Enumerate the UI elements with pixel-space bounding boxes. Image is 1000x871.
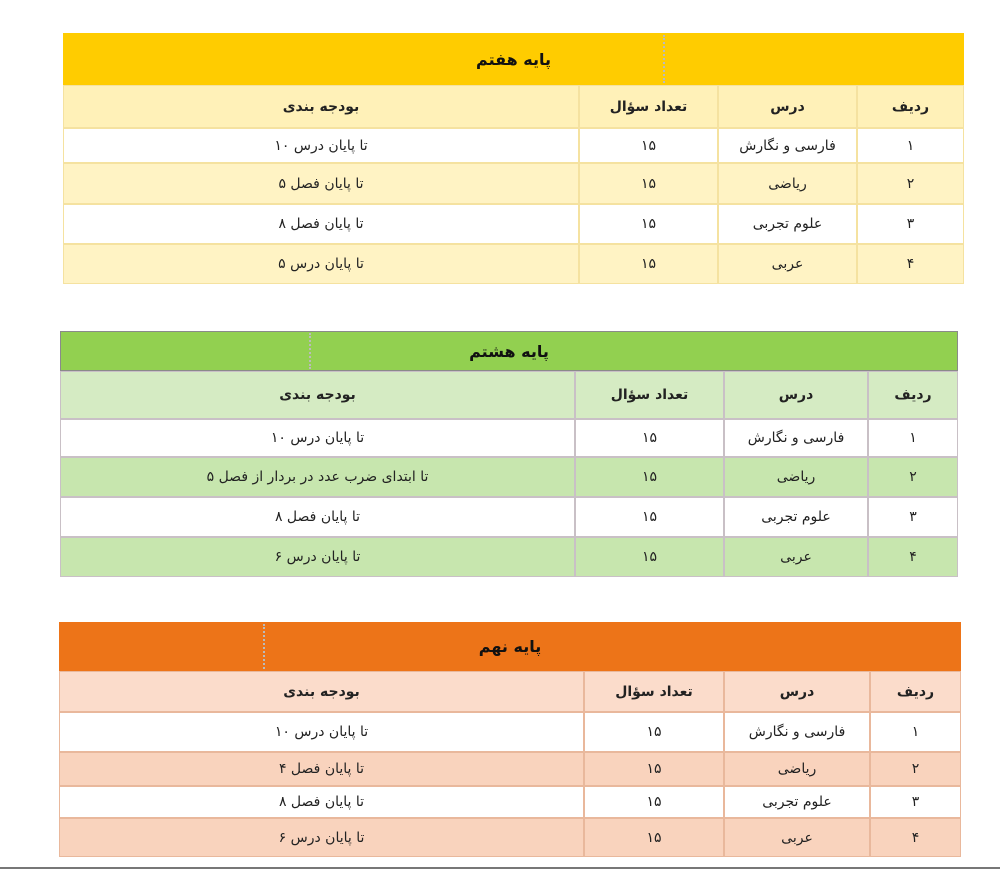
- divider: [263, 624, 265, 669]
- column-header: تعداد سؤال: [579, 85, 718, 128]
- table-title: پایه هشتم: [60, 331, 958, 371]
- table-cell: ۳: [868, 497, 958, 537]
- table-cell: ریاضی: [724, 457, 868, 497]
- table-cell: ۲: [868, 457, 958, 497]
- table-cell: علوم تجربی: [724, 786, 870, 818]
- table-cell: ۱۵: [579, 204, 718, 244]
- table-cell: ۲: [857, 163, 964, 204]
- column-header: درس: [724, 671, 870, 712]
- table-cell: تا پایان فصل ۸: [59, 786, 584, 818]
- table-cell: ۱۵: [579, 163, 718, 204]
- table-cell: تا پایان درس ۶: [60, 537, 575, 577]
- column-header: درس: [718, 85, 857, 128]
- table-cell: تا پایان فصل ۴: [59, 752, 584, 786]
- table-cell: ۱۵: [584, 712, 724, 752]
- table-cell: ۱: [868, 419, 958, 457]
- table-cell: ۱۵: [575, 419, 724, 457]
- table-cell: عربی: [724, 537, 868, 577]
- column-header: ردیف: [868, 371, 958, 419]
- divider: [663, 35, 665, 83]
- column-header: درس: [724, 371, 868, 419]
- table-title: پایه نهم: [59, 622, 961, 671]
- table-cell: ۳: [857, 204, 964, 244]
- divider: [309, 333, 311, 369]
- table-cell: تا پایان درس ۱۰: [59, 712, 584, 752]
- table-cell: فارسی و نگارش: [724, 712, 870, 752]
- page-edge: [0, 867, 1000, 869]
- table-cell: ۱: [870, 712, 961, 752]
- table-cell: تا پایان فصل ۵: [63, 163, 579, 204]
- table-cell: علوم تجربی: [724, 497, 868, 537]
- column-header: تعداد سؤال: [584, 671, 724, 712]
- table-cell: ۱۵: [584, 752, 724, 786]
- column-header: بودجه بندی: [60, 371, 575, 419]
- table-cell: ۴: [870, 818, 961, 857]
- column-header: بودجه بندی: [63, 85, 579, 128]
- table-cell: ریاضی: [724, 752, 870, 786]
- table-cell: تا پایان درس ۱۰: [63, 128, 579, 163]
- column-header: تعداد سؤال: [575, 371, 724, 419]
- table-cell: ۱۵: [575, 497, 724, 537]
- table-cell: ۱: [857, 128, 964, 163]
- table-cell: فارسی و نگارش: [718, 128, 857, 163]
- table-cell: علوم تجربی: [718, 204, 857, 244]
- column-header: ردیف: [870, 671, 961, 712]
- table-cell: ۳: [870, 786, 961, 818]
- table-cell: تا ابتدای ضرب عدد در بردار از فصل ۵: [60, 457, 575, 497]
- table-cell: ۱۵: [579, 244, 718, 284]
- table-cell: عربی: [718, 244, 857, 284]
- table-cell: ۱۵: [584, 786, 724, 818]
- table-cell: تا پایان درس ۶: [59, 818, 584, 857]
- table-title: پایه هفتم: [63, 33, 964, 85]
- table-cell: ۱۵: [584, 818, 724, 857]
- table-cell: تا پایان فصل ۸: [60, 497, 575, 537]
- table-cell: فارسی و نگارش: [724, 419, 868, 457]
- table-cell: تا پایان درس ۵: [63, 244, 579, 284]
- column-header: بودجه بندی: [59, 671, 584, 712]
- column-header: ردیف: [857, 85, 964, 128]
- table-cell: ۴: [868, 537, 958, 577]
- table-cell: ۱۵: [575, 537, 724, 577]
- table-cell: ۱۵: [579, 128, 718, 163]
- table-cell: ۴: [857, 244, 964, 284]
- table-cell: ۱۵: [575, 457, 724, 497]
- table-cell: عربی: [724, 818, 870, 857]
- table-cell: ۲: [870, 752, 961, 786]
- table-cell: تا پایان درس ۱۰: [60, 419, 575, 457]
- table-cell: تا پایان فصل ۸: [63, 204, 579, 244]
- table-cell: ریاضی: [718, 163, 857, 204]
